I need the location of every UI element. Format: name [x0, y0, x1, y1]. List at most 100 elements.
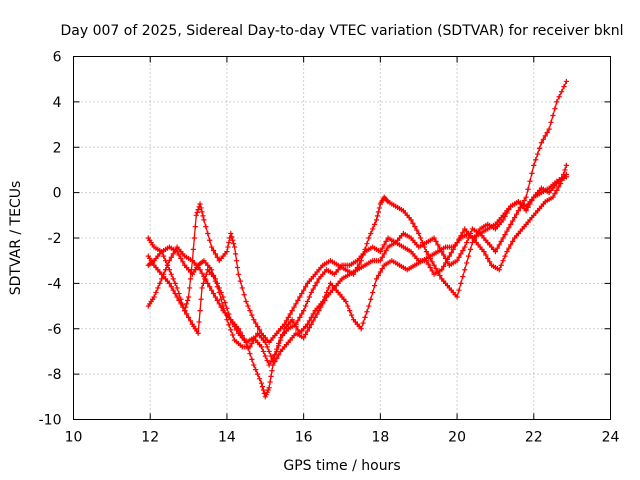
- data-point: [462, 244, 468, 250]
- data-point: [464, 260, 470, 266]
- data-point: [184, 301, 190, 307]
- data-point: [161, 253, 167, 259]
- data-point: [299, 290, 305, 297]
- data-point: [444, 259, 451, 265]
- data-point: [207, 237, 213, 243]
- data-point: [210, 290, 217, 297]
- data-point: [506, 245, 512, 251]
- data-point: [347, 308, 353, 314]
- data-point: [421, 244, 428, 250]
- data-point: [437, 272, 443, 279]
- data-point: [166, 280, 172, 286]
- data-point: [291, 320, 297, 326]
- data-point: [500, 258, 506, 264]
- data-point: [281, 321, 288, 327]
- data-point: [301, 308, 307, 314]
- data-point: [372, 283, 378, 289]
- data-point: [563, 78, 569, 85]
- plot-frame: [73, 56, 611, 420]
- data-point: [504, 228, 510, 234]
- data-point: [200, 280, 207, 286]
- data-point: [183, 304, 189, 310]
- data-point: [446, 253, 452, 259]
- data-point: [556, 184, 562, 190]
- data-point: [425, 252, 431, 258]
- data-point: [164, 262, 171, 268]
- data-point: [170, 276, 176, 282]
- data-point: [373, 276, 380, 282]
- data-point: [527, 201, 533, 207]
- data-point: [208, 244, 215, 250]
- data-point: [433, 266, 439, 272]
- data-point: [521, 197, 527, 204]
- data-point: [431, 262, 437, 268]
- data-point: [260, 348, 266, 355]
- data-point: [525, 186, 531, 192]
- data-point: [383, 247, 389, 254]
- data-point: [222, 300, 228, 306]
- data-point: [178, 255, 184, 262]
- data-point: [207, 284, 213, 290]
- data-point: [153, 289, 159, 296]
- data-point: [239, 285, 245, 291]
- y-tick-label: -4: [48, 276, 62, 292]
- data-point: [224, 249, 230, 255]
- data-point: [200, 213, 206, 219]
- data-point: [259, 384, 266, 390]
- data-point: [475, 229, 481, 235]
- data-point: [454, 258, 460, 264]
- data-point: [322, 294, 328, 300]
- data-point: [362, 314, 368, 321]
- data-point: [199, 285, 205, 291]
- data-point: [188, 267, 195, 273]
- data-point: [297, 314, 303, 321]
- data-point: [381, 242, 387, 248]
- data-point: [383, 238, 389, 245]
- data-point: [320, 298, 326, 305]
- y-tick-label: -10: [39, 413, 62, 429]
- data-point: [293, 301, 299, 307]
- y-tick-label: -6: [48, 322, 62, 338]
- data-point: [228, 230, 234, 237]
- data-point: [362, 246, 368, 252]
- data-point: [279, 331, 286, 338]
- data-point: [364, 241, 370, 247]
- data-point: [226, 322, 232, 328]
- data-point: [218, 289, 224, 296]
- data-point: [176, 297, 182, 303]
- data-point: [502, 253, 508, 259]
- data-point: [487, 259, 493, 265]
- data-point: [229, 234, 235, 240]
- data-point: [231, 241, 237, 247]
- data-point: [245, 303, 251, 309]
- data-point: [379, 254, 385, 260]
- data-point: [228, 327, 234, 333]
- data-point: [272, 352, 278, 358]
- data-point: [191, 235, 197, 241]
- data-point: [502, 213, 508, 220]
- data-point: [442, 255, 449, 262]
- data-point: [170, 251, 176, 257]
- data-point: [325, 285, 332, 291]
- data-point: [264, 357, 270, 364]
- data-point: [159, 249, 165, 255]
- data-point: [297, 294, 303, 300]
- data-point: [197, 267, 203, 273]
- data-point: [295, 327, 301, 333]
- data-point: [554, 187, 560, 193]
- x-tick-label: 18: [371, 430, 389, 446]
- data-point: [157, 280, 163, 286]
- data-point: [293, 323, 299, 330]
- data-point: [289, 308, 295, 314]
- series-layer: [145, 78, 569, 400]
- y-tick-label: 2: [53, 140, 62, 156]
- data-point: [232, 323, 238, 330]
- data-point: [310, 286, 316, 292]
- data-point: [270, 355, 276, 361]
- data-point: [235, 271, 242, 277]
- data-point: [306, 294, 312, 300]
- data-point: [225, 244, 231, 250]
- data-point: [366, 303, 372, 309]
- data-point: [264, 344, 270, 350]
- data-point: [494, 245, 500, 251]
